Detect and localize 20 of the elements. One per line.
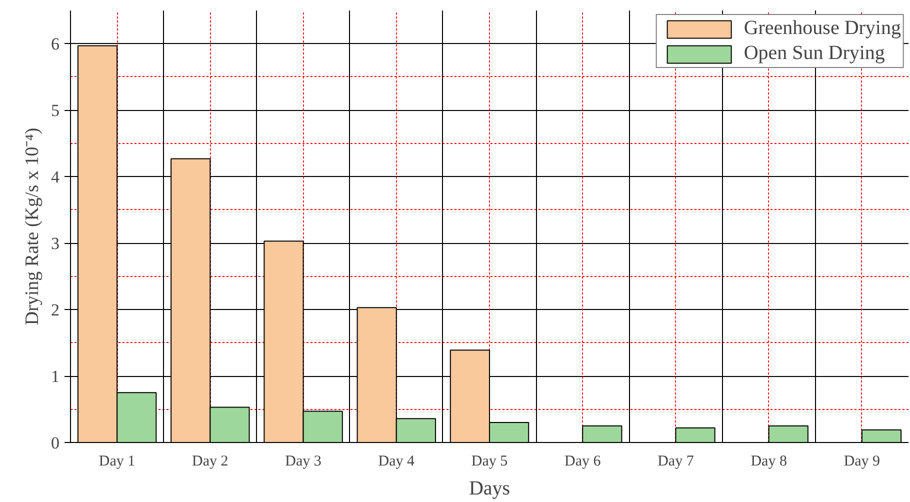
x-tick-label: Day 7	[658, 454, 694, 470]
x-axis-title: Days	[468, 478, 510, 500]
x-tick-label: Day 4	[378, 454, 416, 470]
legend-label: Greenhouse Drying	[744, 17, 901, 40]
x-tick-label: Day 9	[844, 454, 880, 470]
y-tick-label: 3	[51, 234, 60, 254]
x-tick-label: Day 1	[98, 454, 136, 470]
x-tick-label: Day 3	[285, 454, 322, 470]
x-tick-label: Day 2	[192, 454, 228, 470]
x-tick-label: Day 8	[750, 454, 787, 470]
y-axis-title: Drying Rate (Kg/s x 10⁻⁴)	[22, 128, 43, 326]
y-tick-label: 2	[51, 300, 60, 320]
y-tick-label: 6	[51, 34, 60, 54]
y-tick-label: 1	[51, 367, 60, 386]
x-tick-label: Day 6	[564, 454, 602, 470]
y-tick-label: 4	[51, 168, 60, 187]
y-tick-label: 5	[51, 101, 60, 120]
y-tick-label: 0	[51, 434, 60, 452]
legend-label: Open Sun Drying	[744, 42, 885, 65]
x-tick-label: Day 5	[471, 454, 508, 470]
